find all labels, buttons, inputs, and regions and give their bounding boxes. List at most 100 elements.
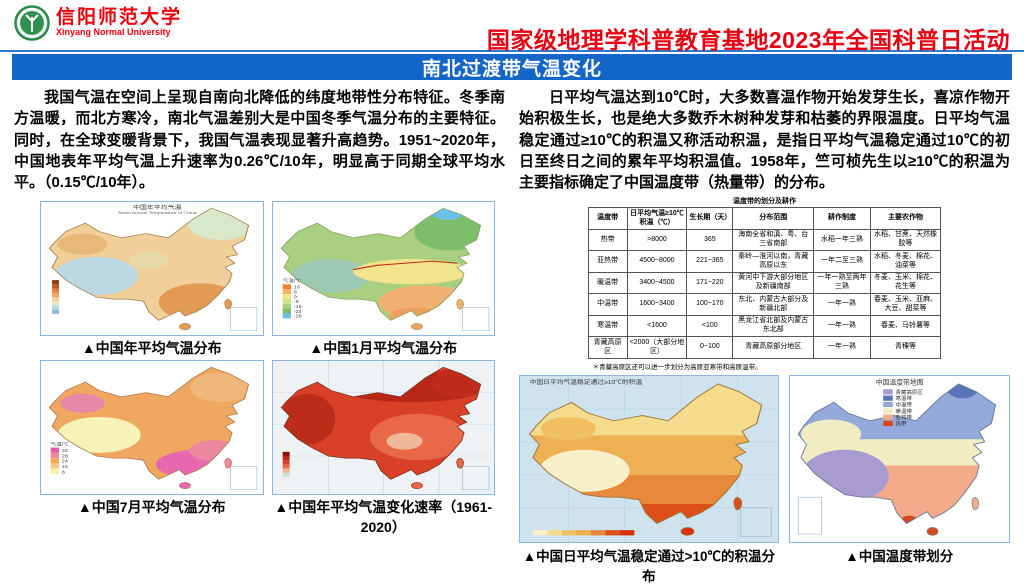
table-cell: 365 [686, 228, 734, 252]
table-cell: 一年一熟 [813, 336, 871, 359]
right-maps-row: 中国日平均气温稳定通过≥10℃的积温 ▲中国日平均气温稳定通过>10℃的积温分布 [519, 374, 1010, 585]
table-cell: 一年一熟 [813, 314, 871, 338]
south-china-sea-inset [740, 507, 772, 538]
map4-caption: ▲中国年平均气温变化速率（1961-2020） [274, 499, 493, 536]
page-header: 信阳师范大学 Xinyang Normal University 国家级地理学科… [0, 0, 1024, 53]
left-column: 我国气温在空间上呈现自南向北降低的纬度地带性分布特征。冬季南方温暖，而北方寒冷，… [14, 85, 505, 585]
china-map-july: 气温/℃ 32 28 24 16 8 [41, 361, 263, 495]
table-cell: 温度带 [587, 207, 628, 230]
event-title: 国家级地理学科普教育基地2023年全国科普日活动 [486, 27, 1010, 53]
table-cell: 3400~4500 [626, 271, 688, 295]
svg-text:32: 32 [62, 449, 68, 454]
map-july-temperature: 气温/℃ 32 28 24 16 8 ▲中国7月平均气温分布 [40, 360, 264, 537]
table-cell: 日平均气温≥10℃积温（℃） [626, 207, 688, 230]
svg-text:寒温带: 寒温带 [895, 394, 912, 402]
table-header: 温度带 日平均气温≥10℃积温（℃） 生长期（天） 分布范围 耕作制度 主要农作物 [587, 207, 942, 230]
divider-line [0, 50, 1024, 52]
table-cell: 中温带 [587, 293, 628, 316]
university-emblem-icon [14, 5, 50, 41]
map5-caption: ▲中国日平均气温稳定通过>10℃的积温分布 [522, 548, 775, 584]
table-cell: 秦岭—淮河以南，青藏高原以东 [732, 250, 815, 273]
svg-text:24: 24 [62, 460, 68, 465]
slide-title-banner: 南北过渡带气温变化 [12, 54, 1012, 80]
china-map-warming-rate [272, 361, 494, 495]
svg-text:暖温带: 暖温带 [895, 407, 912, 415]
temperature-zones-table-wrap: 温度带 日平均气温≥10℃积温（℃） 生长期（天） 分布范围 耕作制度 主要农作物 热带 >… [587, 207, 942, 359]
map5-colorbar [532, 530, 635, 536]
map-temperature-zones: 中国温度带地图 青藏高原区 寒温带 中温带 暖温带 亚热带 热带 ▲中国温度带划… [788, 374, 1010, 585]
table-cell: 一年二至三熟 [813, 250, 871, 273]
table-cell: 热带 [587, 228, 628, 252]
table-cell: 水稻、冬麦、棉花、油菜等 [869, 250, 942, 273]
map2-legend: 气温/℃ 16 8 0 -8 -16 -24 -28 [282, 278, 302, 320]
table-cell: 主要农作物 [869, 207, 942, 230]
svg-text:气温/℃: 气温/℃ [51, 442, 69, 448]
svg-text:-24: -24 [293, 310, 301, 315]
table-row: 亚热带 4500~8000 221~365 秦岭—淮河以南，青藏高原以东 一年二至三熟水… [587, 250, 942, 273]
map5-title: 中国日平均气温稳定通过≥10℃的积温 [530, 379, 643, 386]
table-cell: 亚热带 [587, 250, 628, 273]
table-cell: 0~100 [686, 336, 734, 359]
table-cell: 100~170 [686, 293, 734, 316]
table-cell: 黄河中下游大部分地区及新疆南部 [732, 271, 815, 295]
svg-text:-8: -8 [293, 300, 298, 305]
table-cell: 4500~8000 [626, 250, 688, 273]
table-cell: <2000（大部分地区） [626, 336, 688, 359]
table-cell: 春麦、马铃薯等 [869, 314, 942, 338]
map1-legend [52, 280, 59, 315]
map6-title: 中国温度带地图 [875, 378, 923, 387]
svg-text:中温带: 中温带 [895, 401, 912, 409]
table-body: 热带 >8000 365 海南全省和滇、粤、台三省南部 水稻一年三熟 水稻、甘蔗、天然橡胶… [587, 228, 942, 359]
south-china-sea-inset [230, 307, 258, 332]
table-footnote: ＊青藏高原区还可以进一步划分为高原亚寒带和高原温带。 [592, 363, 762, 371]
left-paragraph: 我国气温在空间上呈现自南向北降低的纬度地带性分布特征。冬季南方温暖，而北方寒冷，… [14, 89, 505, 192]
map6-caption: ▲中国温度带划分 [845, 548, 954, 564]
slide-title: 南北过渡带气温变化 [421, 58, 602, 80]
svg-text:青藏高原区: 青藏高原区 [895, 388, 923, 396]
map2-caption: ▲中国1月平均气温分布 [309, 340, 458, 357]
china-map-temperature-zones: 中国温度带地图 青藏高原区 寒温带 中温带 暖温带 亚热带 热带 [789, 375, 1009, 542]
table-cell: <100 [686, 314, 734, 338]
right-paragraph: 日平均气温达到10℃时，大多数喜温作物开始发芽生长，喜凉作物开始积极生长，也是绝… [519, 89, 1010, 192]
qinling-huaihe-line [352, 261, 457, 271]
table-cell: 水稻、甘蔗、天然橡胶等 [869, 228, 942, 252]
table-cell: <1600 [626, 314, 688, 338]
map1-caption: ▲中国年平均气温分布 [81, 340, 222, 357]
south-china-sea-inset [461, 307, 489, 332]
svg-text:16: 16 [62, 465, 68, 470]
map1-title-en: Mean Annual Temperature of China [118, 211, 197, 215]
svg-text:8: 8 [293, 290, 296, 295]
table-cell: 青稞等 [869, 336, 942, 359]
svg-text:-16: -16 [293, 305, 301, 310]
table-cell: 海南全省和滇、粤、台三省南部 [732, 228, 815, 252]
svg-text:28: 28 [62, 455, 68, 460]
table-cell: 1600~3400 [626, 293, 688, 316]
table-cell: 171~220 [686, 271, 734, 295]
table-row: 寒温带 <1600 <100 黑龙江省北部及内蒙古东北部 一年一熟 春麦、马铃薯等 [587, 314, 942, 338]
university-logo: 信阳师范大学 Xinyang Normal University [14, 5, 182, 41]
university-name-cn: 信阳师范大学 [56, 7, 183, 29]
svg-text:0: 0 [293, 295, 296, 300]
table-row: 中温带 1600~3400 100~170 东北、内蒙古大部分及新疆北部 一年一熟 春麦、… [587, 293, 942, 316]
table-row: 暖温带 3400~4500 171~220 黄河中下游大部分地区及新疆南部 一年一熟至两… [587, 271, 942, 295]
table-cell: 221~365 [686, 250, 734, 273]
table-cell: 一年一熟至两年三熟 [813, 271, 871, 295]
china-map-annual-mean: 中国年平均气温 Mean Annual Temperature of China [41, 202, 263, 336]
map-accumulated-temperature: 中国日平均气温稳定通过≥10℃的积温 ▲中国日平均气温稳定通过>10℃的积温分布 [519, 374, 779, 585]
map-january-temperature: 气温/℃ 16 8 0 -8 -16 -24 -28 ▲中国1月平均气温分布 [271, 201, 495, 358]
svg-text:-28: -28 [293, 315, 301, 320]
table-cell: 暖温带 [587, 271, 628, 295]
map4-legend [282, 452, 290, 478]
table-cell: 春麦、玉米、亚麻、大豆、甜菜等 [869, 293, 942, 316]
table-cell: 生长期（天） [686, 207, 734, 230]
map3-caption: ▲中国7月平均气温分布 [77, 499, 226, 516]
svg-text:亚热带: 亚热带 [895, 413, 912, 421]
map3-legend: 气温/℃ 32 28 24 16 8 [50, 442, 69, 476]
china-map-january: 气温/℃ 16 8 0 -8 -16 -24 -28 [272, 202, 494, 336]
table-cell: 青藏高原部分地区 [732, 336, 815, 359]
table-cell: 耕作制度 [813, 207, 871, 230]
south-china-sea-inset [797, 496, 822, 535]
university-name-en: Xinyang Normal University [56, 27, 171, 38]
svg-text:8: 8 [62, 470, 65, 475]
